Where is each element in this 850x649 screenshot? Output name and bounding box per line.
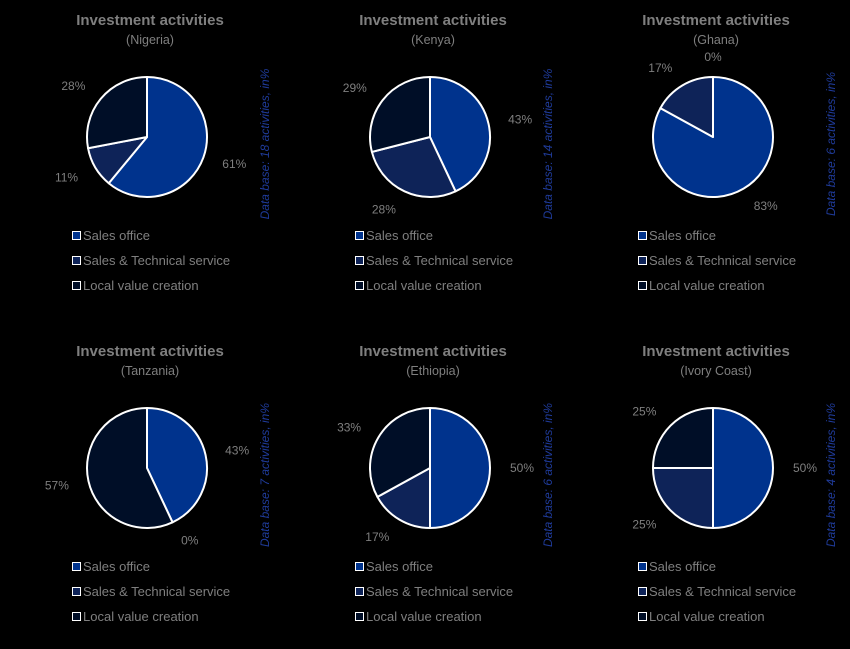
pie-slice xyxy=(429,407,491,529)
chart-title: Investment activities xyxy=(642,343,790,360)
pie-chart: 83% 17% 0% xyxy=(648,50,778,213)
legend-swatch xyxy=(72,231,81,240)
slice-percent-label: 83% xyxy=(754,199,778,213)
legend-label: Sales & Technical service xyxy=(366,584,514,599)
slice-percent-label: 17% xyxy=(648,61,672,75)
pie-slice xyxy=(146,407,208,524)
slice-percent-label: 61% xyxy=(222,157,246,171)
pie-slice xyxy=(369,76,431,153)
legend-label: Sales office xyxy=(649,559,716,574)
legend-label: Local value creation xyxy=(366,609,482,624)
pie-slice xyxy=(376,467,431,529)
pie-chart: 61% 11% 28% xyxy=(55,76,247,198)
legend-label: Local value creation xyxy=(649,278,765,293)
pie-chart-panel: Investment activities (Ivory Coast) 50% 25%… xyxy=(566,331,849,649)
slice-percent-label: 25% xyxy=(632,518,656,532)
legend-label: Sales & Technical service xyxy=(366,253,514,268)
slice-percent-label: 57% xyxy=(45,479,69,493)
legend-label: Sales office xyxy=(366,559,433,574)
legend-label: Sales office xyxy=(83,559,150,574)
chart-title: Investment activities xyxy=(642,12,790,29)
pie-chart-panel: Investment activities (Tanzania) 43% 0% 57% D… xyxy=(0,331,283,649)
legend-label: Sales office xyxy=(649,228,716,243)
pie-slice xyxy=(107,76,208,198)
legend-swatch xyxy=(355,587,364,596)
legend-swatch xyxy=(638,612,647,621)
pie-chart-panel: Investment activities (Ghana) 83% 17% 0% Data… xyxy=(566,0,849,318)
pie-chart: 50% 25% 25% xyxy=(632,404,817,532)
legend-swatch xyxy=(72,562,81,571)
data-base-note: Data base: 14 activities, in% xyxy=(541,68,555,220)
legend-label: Sales office xyxy=(366,228,433,243)
chart-title: Investment activities xyxy=(76,343,224,360)
legend-swatch xyxy=(72,256,81,265)
legend-swatch xyxy=(638,256,647,265)
legend-label: Local value creation xyxy=(649,609,765,624)
legend-swatch xyxy=(355,562,364,571)
legend-swatch xyxy=(355,281,364,290)
slice-percent-label: 28% xyxy=(61,79,85,93)
data-base-note: Data base: 18 activities, in% xyxy=(258,68,272,220)
legend-label: Local value creation xyxy=(366,278,482,293)
pie-slice xyxy=(652,76,774,198)
slice-percent-label: 43% xyxy=(225,444,249,458)
pie-slice xyxy=(369,407,431,498)
slice-percent-label: 29% xyxy=(343,81,367,95)
chart-subtitle: (Kenya) xyxy=(411,33,455,47)
chart-subtitle: (Tanzania) xyxy=(120,364,180,378)
legend-label: Local value creation xyxy=(83,609,199,624)
legend-swatch xyxy=(355,612,364,621)
pie-chart-panel: Investment activities (Nigeria) 61% 11% 28% D… xyxy=(0,0,283,318)
legend-swatch xyxy=(638,281,647,290)
pie-chart: 43% 28% 29% xyxy=(343,76,532,216)
chart-title: Investment activities xyxy=(359,12,507,29)
legend-swatch xyxy=(638,562,647,571)
pie-slice xyxy=(652,407,714,469)
slice-percent-label: 0% xyxy=(181,533,199,547)
legend-label: Sales & Technical service xyxy=(649,253,797,268)
legend-swatch xyxy=(72,587,81,596)
pie-slice xyxy=(370,136,457,198)
chart-subtitle: (Nigeria) xyxy=(126,33,174,47)
slice-percent-label: 50% xyxy=(793,461,817,475)
legend-swatch xyxy=(638,587,647,596)
pie-slice xyxy=(659,76,714,138)
pie-chart-panel: Investment activities (Ethiopia) 50% 17% 33%… xyxy=(283,331,566,649)
slice-percent-label: 0% xyxy=(704,50,722,64)
legend-swatch xyxy=(72,281,81,290)
pie-chart: 50% 17% 33% xyxy=(337,407,534,544)
slice-percent-label: 28% xyxy=(372,202,396,216)
legend-label: Local value creation xyxy=(83,278,199,293)
chart-title: Investment activities xyxy=(359,343,507,360)
legend-label: Sales & Technical service xyxy=(83,253,231,268)
pie-slice xyxy=(429,76,491,193)
slice-percent-label: 33% xyxy=(337,420,361,434)
slice-percent-label: 25% xyxy=(632,404,656,418)
legend-swatch xyxy=(638,231,647,240)
chart-subtitle: (Ghana) xyxy=(693,33,739,47)
legend-label: Sales & Technical service xyxy=(649,584,797,599)
legend-label: Sales office xyxy=(83,228,150,243)
chart-subtitle: (Ivory Coast) xyxy=(680,364,752,378)
legend-swatch xyxy=(72,612,81,621)
legend-swatch xyxy=(355,256,364,265)
pie-slice xyxy=(712,407,774,529)
pie-slice xyxy=(652,467,714,529)
pie-chart-panel: Investment activities (Kenya) 43% 28% 29% Dat… xyxy=(283,0,566,318)
slice-percent-label: 43% xyxy=(508,113,532,127)
data-base-note: Data base: 7 activities, in% xyxy=(258,402,272,548)
chart-title: Investment activities xyxy=(76,12,224,29)
data-base-note: Data base: 6 activities, in% xyxy=(824,71,838,217)
slice-percent-label: 50% xyxy=(510,461,534,475)
pie-chart: 43% 0% 57% xyxy=(45,407,249,547)
slice-percent-label: 17% xyxy=(365,530,389,544)
legend-swatch xyxy=(355,231,364,240)
data-base-note: Data base: 6 activities, in% xyxy=(541,402,555,548)
legend-label: Sales & Technical service xyxy=(83,584,231,599)
pie-slice xyxy=(86,407,174,529)
pie-slice xyxy=(86,76,148,150)
chart-subtitle: (Ethiopia) xyxy=(406,364,460,378)
slice-percent-label: 11% xyxy=(55,171,78,185)
data-base-note: Data base: 4 activities, in% xyxy=(824,402,838,548)
